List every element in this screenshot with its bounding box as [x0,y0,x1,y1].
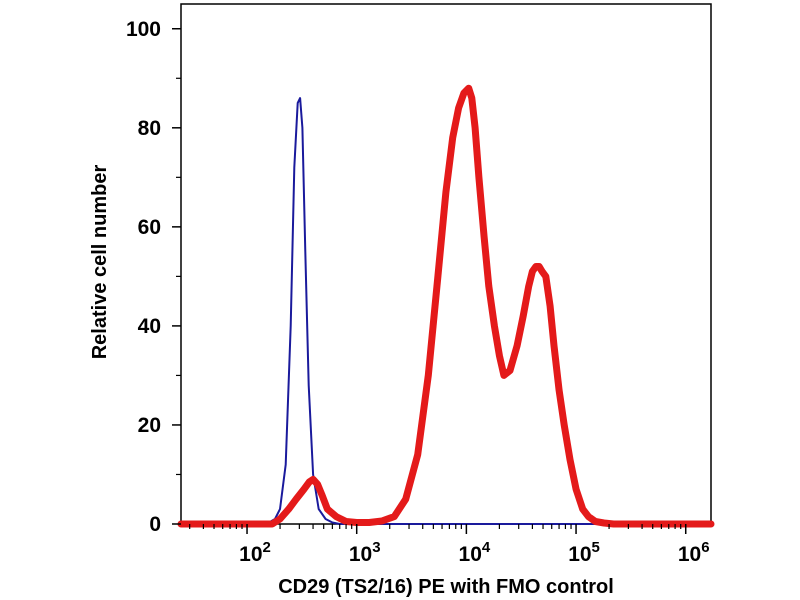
x-axis-title: CD29 (TS2/16) PE with FMO control [278,576,614,598]
series-line-1 [180,97,712,525]
x-tick-label: 102 [239,539,271,566]
x-tick-exponent: 3 [372,539,380,556]
y-tick-label: 80 [138,117,161,140]
x-tick-exponent: 2 [263,539,271,556]
x-tick-label: 103 [349,539,381,566]
x-axis-ticks: 102 103 104 105 106 [189,524,710,566]
x-tick-base: 10 [459,543,482,566]
x-tick-label: 106 [678,539,710,566]
series-layer [177,84,715,528]
y-axis-title: Relative cell number [89,165,111,360]
x-tick-exponent: 4 [482,539,491,556]
y-tick-label: 40 [138,315,161,338]
x-tick-base: 10 [239,543,262,566]
x-tick-base: 10 [678,543,701,566]
plot-frame [180,3,712,525]
plot-area-border [180,3,712,525]
y-axis-ticks: 0 20 40 60 80 100 [126,18,181,536]
x-tick-label: 105 [568,539,600,566]
x-tick-base: 10 [349,543,372,566]
y-tick-label: 100 [126,18,161,41]
x-tick-exponent: 5 [592,539,600,556]
series-line-2 [177,84,715,528]
x-tick-label: 104 [459,539,491,566]
y-tick-label: 60 [138,216,161,239]
x-tick-base: 10 [568,543,591,566]
y-tick-label: 20 [138,414,161,437]
x-tick-exponent: 6 [701,539,709,556]
y-tick-label: 0 [149,513,161,536]
